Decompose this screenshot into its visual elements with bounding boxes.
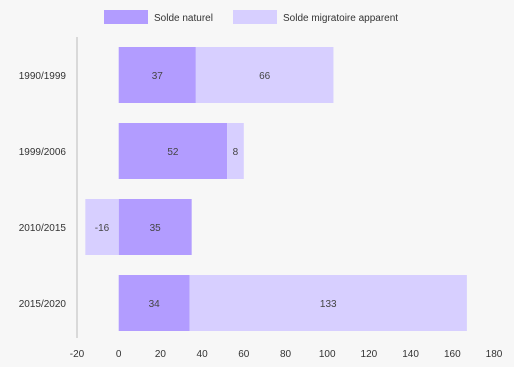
bar-1990-1999-series-0: [118, 47, 196, 103]
x-tick-label: 60: [238, 349, 250, 360]
bar-2015-2020-series-1: [189, 275, 467, 331]
category-label: 1990/1999: [19, 71, 67, 82]
data-label: 66: [259, 71, 271, 82]
x-tick-label: 40: [197, 349, 209, 360]
x-tick-label: 0: [116, 349, 122, 360]
x-tick-label: 180: [486, 349, 503, 360]
data-label: 37: [152, 71, 164, 82]
data-label: 8: [233, 147, 239, 158]
bars: 37 66 52 8 35 -16 34 133: [85, 47, 467, 331]
category-label: 2015/2020: [19, 299, 67, 310]
data-label: 133: [320, 299, 337, 310]
x-tick-label: 140: [402, 349, 419, 360]
x-tick-label: 100: [319, 349, 336, 360]
bar-2010-2015-series-0: [118, 199, 192, 255]
legend-swatch-solde-naturel: [104, 10, 148, 24]
legend-swatch-solde-migratoire: [233, 10, 277, 24]
bar-1999-2006-series-1: [227, 123, 244, 179]
bar-1999-2006-series-0: [118, 123, 228, 179]
data-label: 35: [150, 223, 162, 234]
category-label: 1999/2006: [19, 147, 67, 158]
x-tick-label: 20: [155, 349, 167, 360]
category-labels: 1990/1999 1999/2006 2010/2015 2015/2020: [19, 71, 67, 310]
data-label: -16: [95, 223, 110, 234]
x-tick-label: 80: [280, 349, 292, 360]
x-tick-label: -20: [70, 349, 85, 360]
legend-label-solde-naturel: Solde naturel: [154, 13, 213, 24]
data-label: 34: [149, 299, 161, 310]
x-tick-label: 120: [361, 349, 378, 360]
bar-2015-2020-series-0: [118, 275, 190, 331]
legend-label-solde-migratoire: Solde migratoire apparent: [283, 13, 398, 24]
x-tick-label: 160: [444, 349, 461, 360]
bar-1990-1999-series-1: [195, 47, 334, 103]
category-label: 2010/2015: [19, 223, 67, 234]
legend: Solde naturel Solde migratoire apparent: [104, 10, 398, 24]
data-label: 52: [167, 147, 179, 158]
x-axis-ticks: -20 0 20 40 60 80 100 120 140 160 180: [70, 349, 503, 360]
bar-2010-2015-series-1: [85, 199, 119, 255]
